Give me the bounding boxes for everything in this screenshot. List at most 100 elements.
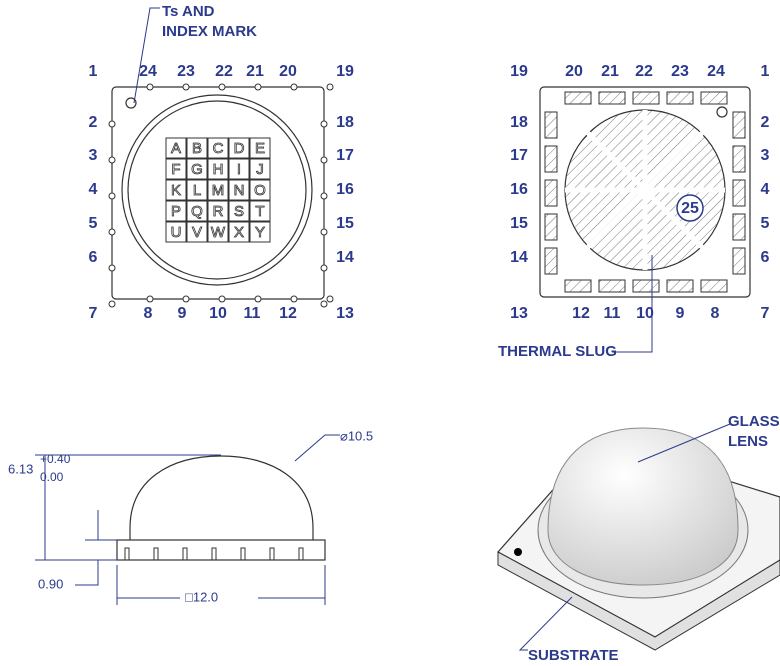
- leader-line: [295, 435, 340, 461]
- pin-number: 17: [336, 147, 354, 164]
- pin-number: 19: [336, 63, 354, 80]
- die-grid: ABCDEFGHIJKLMNOPQRSTUVWXY: [166, 138, 270, 242]
- pad: [545, 112, 557, 138]
- notch: [147, 296, 153, 302]
- pin-number: 15: [336, 215, 354, 232]
- die-letter: S: [234, 203, 244, 220]
- pin-number: 6: [761, 249, 770, 266]
- pad: [733, 146, 745, 172]
- notch: [183, 84, 189, 90]
- pin-number: 16: [336, 181, 354, 198]
- pin-number: 3: [89, 147, 98, 164]
- pin-number: 10: [209, 305, 227, 322]
- castellation: [183, 548, 187, 560]
- die-letter: I: [237, 161, 241, 178]
- pin-number: 24: [139, 63, 157, 80]
- substrate-label: SUBSTRATE: [528, 647, 619, 664]
- die-letter: P: [171, 203, 181, 220]
- notch: [109, 301, 115, 307]
- pin-number: 21: [246, 63, 264, 80]
- notch: [109, 229, 115, 235]
- notch: [291, 84, 297, 90]
- pin-number: 24: [707, 63, 725, 80]
- die-letter: N: [234, 182, 245, 199]
- perspective-view: GLASS LENS SUBSTRATE: [498, 413, 780, 664]
- tolerance-label: +0.40: [40, 452, 71, 466]
- die-letter: M: [212, 182, 225, 199]
- pad: [733, 112, 745, 138]
- notch: [183, 296, 189, 302]
- pad: [565, 92, 591, 104]
- die-letter: B: [192, 140, 202, 157]
- pin-number: 4: [761, 181, 770, 198]
- pad: [667, 280, 693, 292]
- lens-label: LENS: [728, 433, 768, 450]
- die-letter: W: [211, 224, 226, 241]
- pad: [545, 180, 557, 206]
- pin-number: 23: [177, 63, 195, 80]
- drawing: Ts AND INDEX MARK ABCDEFGHIJKLMNOPQRSTUV…: [0, 0, 780, 666]
- tolerance-label: 0.00: [40, 470, 64, 484]
- die-letter: H: [213, 161, 224, 178]
- die-letter: R: [213, 203, 224, 220]
- die-letter: O: [254, 182, 266, 199]
- pin-number: 1: [761, 63, 770, 80]
- notch: [109, 157, 115, 163]
- die-letter: T: [255, 203, 264, 220]
- dimension-line: [117, 565, 325, 605]
- castellations: [125, 548, 303, 560]
- pin-number: 4: [89, 181, 98, 198]
- pin-number: 20: [565, 63, 583, 80]
- pad: [701, 280, 727, 292]
- pad: [633, 280, 659, 292]
- die-letter: G: [191, 161, 203, 178]
- die-letter: Y: [255, 224, 265, 241]
- notch: [219, 84, 225, 90]
- castellation: [270, 548, 274, 560]
- pin-number: 20: [279, 63, 297, 80]
- notch: [321, 301, 327, 307]
- pad: [545, 248, 557, 274]
- pad: [565, 280, 591, 292]
- die-letter: U: [171, 224, 182, 241]
- pad: [733, 180, 745, 206]
- pin-number: 2: [761, 114, 770, 131]
- thermal-label: THERMAL SLUG: [498, 343, 617, 360]
- pin-number: 23: [671, 63, 689, 80]
- die-letter: A: [171, 140, 181, 157]
- notch: [219, 296, 225, 302]
- index-label: INDEX MARK: [162, 23, 257, 40]
- pin-number: 15: [510, 215, 528, 232]
- notch: [321, 265, 327, 271]
- width-label: □12.0: [185, 589, 218, 604]
- index-label: Ts AND: [162, 3, 215, 20]
- pad: [599, 92, 625, 104]
- notch: [109, 193, 115, 199]
- pin-number: 18: [336, 114, 354, 131]
- height-label: 6.13: [8, 461, 33, 476]
- lens-label: GLASS: [728, 413, 780, 430]
- pin-number: 5: [761, 215, 770, 232]
- pad: [733, 248, 745, 274]
- die-letter: X: [234, 224, 244, 241]
- pad-number: 25: [681, 200, 699, 217]
- die-letter: V: [192, 224, 202, 241]
- leader-line: [520, 597, 572, 650]
- die-letter: K: [171, 182, 181, 199]
- glass-lens: [548, 428, 738, 585]
- pin-number: 17: [510, 147, 528, 164]
- substrate: [117, 540, 325, 560]
- die-letter: J: [256, 161, 264, 178]
- pad: [599, 280, 625, 292]
- notch: [321, 193, 327, 199]
- castellation: [154, 548, 158, 560]
- pin-number: 8: [711, 305, 720, 322]
- pin-number: 6: [89, 249, 98, 266]
- castellation: [125, 548, 129, 560]
- die-letter: F: [171, 161, 180, 178]
- notch: [321, 121, 327, 127]
- pin-number: 16: [510, 181, 528, 198]
- pin-number: 10: [636, 305, 654, 322]
- index-mark: [717, 107, 727, 117]
